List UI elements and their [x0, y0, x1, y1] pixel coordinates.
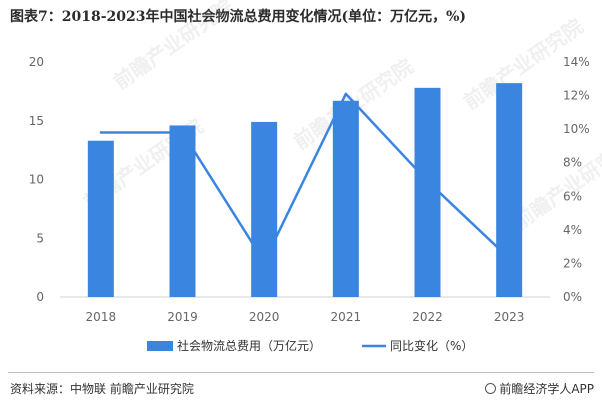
- bar: [87, 140, 114, 297]
- y-right-tick-label: 0%: [563, 290, 582, 304]
- bar-series: [87, 83, 523, 298]
- x-tick-label: 2021: [331, 310, 362, 324]
- y-left-tick-label: 0: [36, 290, 44, 304]
- x-tick-label: 2022: [412, 310, 443, 324]
- brand-logo-icon: [485, 383, 497, 394]
- brand-label: 前瞻经济学人APP: [485, 380, 594, 397]
- axes: 0 5 10 15 20 0% 2% 4% 6% 8% 10% 12% 14% 2018 2019 2020 2…: [29, 55, 590, 324]
- footer-divider: [8, 372, 594, 373]
- bar: [414, 87, 441, 297]
- line-series: [99, 92, 511, 263]
- line-point: [99, 131, 103, 134]
- y-right-tick-label: 8%: [563, 156, 582, 170]
- combo-chart: 前瞻产业研究院前瞻产业研究院前瞻产业研究院前瞻产业研究院前瞻产业研究院 0510…: [29, 0, 602, 353]
- bar: [169, 125, 196, 297]
- bar: [496, 83, 523, 298]
- brand-text: 前瞻经济学人APP: [499, 382, 594, 396]
- chart-title: 图表7：2018-2023年中国社会物流总费用变化情况(单位：万亿元，%): [10, 9, 467, 25]
- y-right-tick-label: 14%: [563, 55, 590, 69]
- legend-line-label: 同比变化（%）: [390, 338, 473, 353]
- x-tick-label: 2023: [494, 310, 525, 324]
- x-tick-label: 2018: [86, 310, 117, 324]
- legend-bar-label: 社会物流总费用（万亿元）: [177, 338, 321, 353]
- y-left-tick-label: 10: [29, 173, 44, 187]
- series-line: [100, 92, 511, 263]
- legend-bar-swatch: [147, 341, 173, 351]
- line-point: [426, 179, 429, 183]
- y-left-tick-label: 15: [29, 114, 44, 128]
- y-right-tick-label: 4%: [563, 223, 582, 237]
- y-right-tick-label: 12%: [563, 89, 590, 103]
- watermark-3: 前瞻产业研究院: [109, 0, 237, 94]
- bar: [251, 121, 278, 297]
- line-point: [181, 131, 184, 134]
- y-right-tick-label: 2%: [563, 256, 582, 270]
- line-point: [262, 260, 266, 263]
- y-right-tick-label: 10%: [563, 122, 590, 136]
- bar: [332, 100, 359, 298]
- watermark-4: 前瞻产业研究院: [509, 134, 602, 234]
- y-right-tick-label: 6%: [563, 189, 582, 203]
- x-tick-label: 2019: [167, 310, 198, 324]
- x-tick-label: 2020: [249, 310, 280, 324]
- line-point: [344, 92, 348, 96]
- legend: 社会物流总费用（万亿元） 同比变化（%）: [147, 338, 473, 353]
- y-left-tick-label: 5: [36, 231, 44, 245]
- y-left-tick-label: 20: [29, 55, 44, 69]
- source-note: 资料来源：中物联 前瞻产业研究院: [10, 382, 194, 396]
- line-point: [507, 257, 511, 260]
